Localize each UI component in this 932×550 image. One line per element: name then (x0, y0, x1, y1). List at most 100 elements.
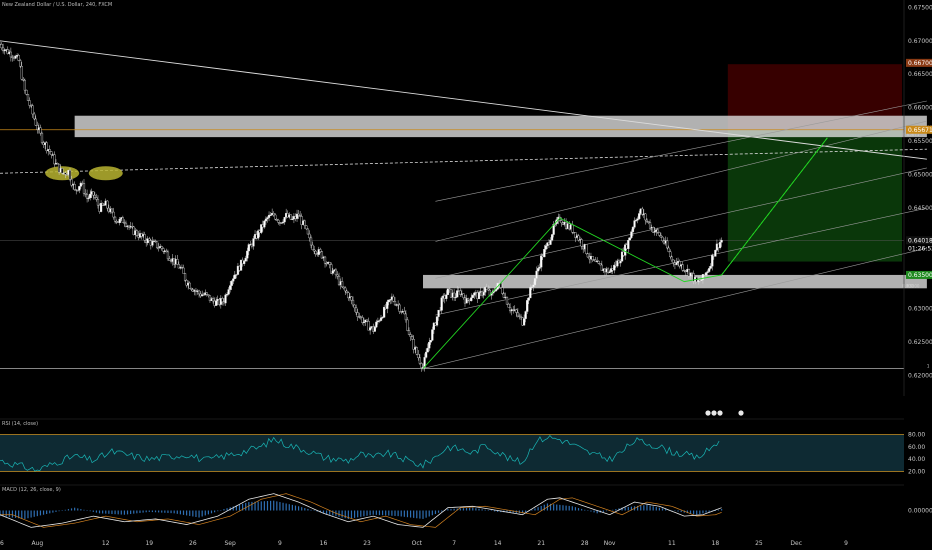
macd-histogram-bar (161, 510, 163, 513)
macd-histogram-bar (136, 510, 138, 514)
macd-histogram-bar (453, 508, 455, 511)
candle-body (661, 236, 664, 242)
candle-body (143, 234, 146, 241)
rsi-panel[interactable]: 80.00 60.00 40.00 20.00 (0, 418, 925, 476)
macd-histogram-bar (329, 510, 331, 515)
candle-body (188, 282, 191, 289)
dashed-level[interactable] (0, 148, 927, 174)
macd-histogram-bar (350, 510, 353, 519)
candle-body (638, 213, 641, 220)
event-icon[interactable] (711, 410, 717, 416)
candle-body (36, 125, 39, 130)
candle-body (485, 287, 488, 290)
macd-histogram-bar (366, 510, 368, 516)
macd-histogram-bar (618, 508, 620, 511)
candle-body (527, 297, 530, 301)
candle-body (532, 284, 535, 288)
macd-histogram-bar (652, 506, 654, 511)
candle-body (309, 237, 313, 246)
candle-body (477, 292, 481, 300)
channel-line[interactable] (435, 207, 927, 316)
candle-body (208, 295, 212, 301)
event-icon[interactable] (705, 410, 711, 416)
macd-histogram-bar (400, 510, 402, 517)
macd-histogram-bar (242, 503, 244, 511)
candle-body (446, 288, 449, 295)
time-axis[interactable]: 26 Aug 12 19 26 Sep 9 16 23 Oct 7 14 21 28 Nov 11 18 25 De… (0, 540, 848, 547)
macd-histogram-bar (665, 509, 667, 511)
candle-body (426, 347, 429, 353)
downtrend-line[interactable] (0, 40, 927, 160)
candle-body (182, 267, 185, 274)
y-tick-label: 0.62000 (908, 372, 932, 379)
candle-body (667, 247, 670, 252)
fib-label: 0.000 (902, 283, 914, 288)
candle-body (166, 251, 170, 260)
candle-body (652, 227, 655, 233)
candle-body (591, 256, 594, 261)
macd-histogram-bar (33, 510, 35, 517)
macd-histogram-bar (70, 508, 73, 511)
macd-histogram-bar (120, 510, 122, 515)
macd-histogram-bar (646, 504, 648, 511)
take-profit-area[interactable] (727, 129, 902, 262)
candle-body (412, 339, 415, 350)
projection-line[interactable] (721, 137, 828, 276)
candle-body (197, 290, 201, 295)
candle-body (644, 213, 647, 221)
macd-histogram-bar (55, 510, 57, 512)
candle-body (57, 163, 61, 173)
candle-body (28, 100, 31, 106)
macd-histogram-bar (717, 509, 720, 511)
candle-body (110, 208, 114, 213)
candle-body (487, 288, 490, 291)
macd-histogram-bar (61, 510, 63, 511)
event-icon[interactable] (738, 410, 744, 416)
macd-histogram-bar (512, 510, 514, 513)
candle-body (459, 290, 462, 295)
candle-body (359, 316, 362, 318)
macd-histogram-bar (409, 510, 412, 518)
macd-histogram-bar (126, 510, 129, 515)
candle-body (202, 294, 205, 296)
candle-body (641, 208, 644, 215)
candle-body (467, 298, 470, 301)
price-tag-bg (906, 236, 932, 245)
event-icon[interactable] (717, 410, 723, 416)
zone-label: 0.63300 (903, 283, 920, 288)
macd-histogram-bar (263, 501, 265, 511)
macd-histogram-bar (291, 504, 293, 511)
macd-histogram-bar (192, 510, 194, 517)
x-tick-label: 7 (452, 540, 456, 547)
candle-body (505, 296, 509, 305)
macd-histogram-bar (649, 505, 651, 511)
channel-line[interactable] (435, 100, 927, 202)
macd-histogram-bar (18, 510, 20, 519)
channel-line[interactable] (435, 167, 927, 279)
channel-line[interactable] (435, 120, 927, 242)
macd-histogram-bar (699, 510, 701, 515)
long-position-box[interactable] (727, 64, 902, 262)
macd-histogram-bar (413, 510, 415, 518)
macd-histogram-bar (375, 510, 377, 515)
macd-panel[interactable]: 0.00000 (0, 484, 932, 528)
candle-body (594, 259, 597, 262)
x-tick-label: 16 (320, 540, 328, 547)
highlight-ellipse[interactable] (88, 166, 123, 181)
macd-histogram-bar (108, 510, 110, 514)
candle-body (263, 220, 266, 228)
x-tick-label: 21 (537, 540, 545, 547)
event-icons[interactable] (705, 410, 744, 416)
zone-rect[interactable] (74, 115, 927, 138)
candle-body (6, 49, 9, 54)
macd-histogram-bar (353, 510, 356, 518)
candle-body (257, 230, 260, 239)
macd-histogram-bar (260, 501, 262, 511)
candle-body (574, 232, 577, 238)
channel-line[interactable] (422, 247, 927, 369)
pattern-lines[interactable] (422, 137, 828, 369)
candle-body (633, 220, 636, 228)
candle-body (112, 211, 115, 218)
candle-body (495, 289, 498, 291)
